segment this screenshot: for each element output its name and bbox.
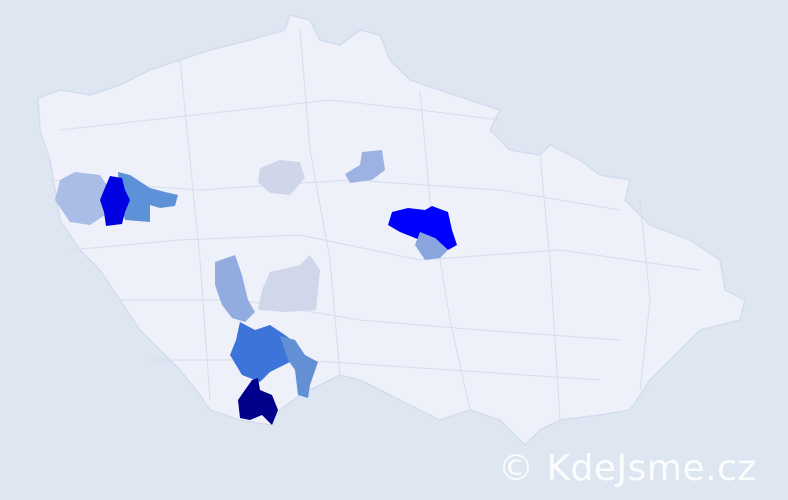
watermark: © KdeJsme.cz bbox=[498, 448, 757, 489]
district-5 bbox=[388, 206, 457, 250]
district-8 bbox=[258, 255, 320, 312]
district-2 bbox=[118, 172, 178, 222]
district-10 bbox=[280, 336, 318, 398]
district-11 bbox=[238, 378, 278, 425]
country-outline bbox=[37, 14, 746, 447]
district-1 bbox=[100, 176, 130, 226]
highlighted-districts bbox=[55, 150, 457, 425]
district-4 bbox=[345, 150, 385, 183]
district-7 bbox=[215, 255, 255, 322]
district-6 bbox=[415, 232, 448, 260]
district-0 bbox=[55, 172, 110, 225]
district-3 bbox=[258, 160, 305, 195]
